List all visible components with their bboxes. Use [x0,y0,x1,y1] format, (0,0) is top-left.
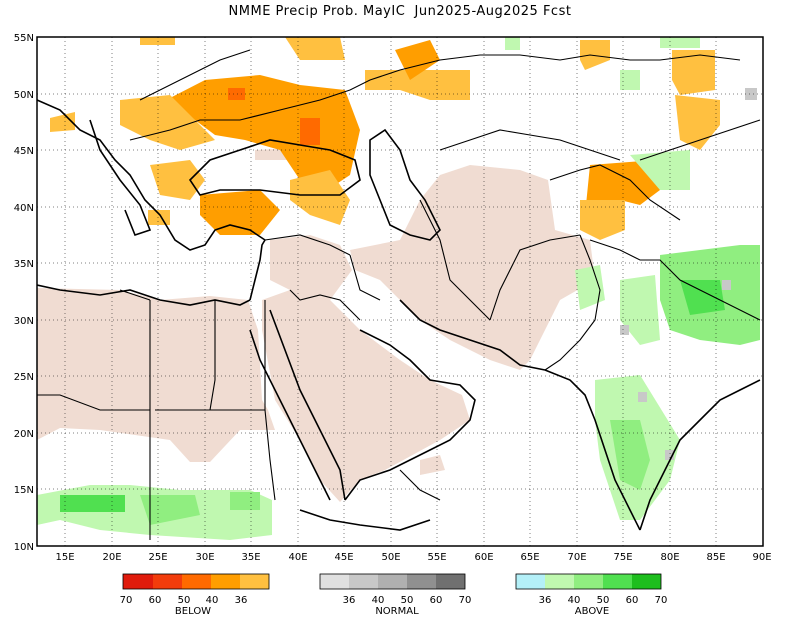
lon-tick-label: 30E [195,552,214,563]
legend-swatch [516,574,545,589]
legend-above: 36 40 50 60 70 ABOVE [515,573,668,617]
legend-tick: 60 [626,595,639,606]
legend-tick: 36 [539,595,552,606]
lon-tick-label: 55E [427,552,446,563]
lon-tick-label: 80E [660,552,679,563]
map-frame [36,36,764,547]
lat-tick-label: 45N [14,146,34,157]
lon-tick-label: 85E [706,552,725,563]
legend-swatch [349,574,378,589]
graticule [37,37,763,546]
lat-tick-label: 50N [14,90,34,101]
lat-tick-label: 10N [14,542,34,553]
legend-label-below: BELOW [175,606,211,617]
lat-tick-label: 35N [14,259,34,270]
lon-tick-label: 25E [148,552,167,563]
legend-swatch [407,574,436,589]
legend-tick: 60 [149,595,162,606]
lat-tick-label: 15N [14,485,34,496]
legend-tick: 40 [372,595,385,606]
legend-normal: 36 40 50 60 70 NORMAL [319,573,472,617]
lat-tick-label: 40N [14,203,34,214]
lon-tick-label: 45E [334,552,353,563]
normal-areas [620,88,757,460]
political-borders [37,49,761,540]
map-title: NMME Precip Prob. MayIC Jun2025-Aug2025 … [228,4,572,19]
legend-tick: 40 [206,595,219,606]
legend-tick: 70 [655,595,668,606]
legend-swatch [211,574,240,589]
legend-swatch [378,574,407,589]
legend-swatch [603,574,632,589]
legend-tick: 50 [178,595,191,606]
lat-tick-label: 25N [14,372,34,383]
lat-tick-label: 30N [14,316,34,327]
legend-swatch [632,574,661,589]
legend-swatch [153,574,182,589]
lon-tick-label: 15E [55,552,74,563]
lon-tick-label: 60E [474,552,493,563]
legend-swatch [240,574,269,589]
lon-tick-label: 70E [567,552,586,563]
lon-tick-label: 65E [520,552,539,563]
legend-tick: 36 [235,595,248,606]
lon-tick-label: 90E [752,552,771,563]
lat-tick-labels: 55N 50N 45N 40N 35N 30N 25N 20N 15N 10N [14,33,34,553]
lon-tick-label: 75E [613,552,632,563]
legend-tick: 40 [568,595,581,606]
legend-swatch [123,574,153,589]
lat-tick-label: 20N [14,429,34,440]
legend-swatch [320,574,349,589]
below-normal-areas [50,37,720,240]
legend-swatch [545,574,574,589]
lon-tick-label: 40E [288,552,307,563]
lat-tick-label: 55N [14,33,34,44]
lon-tick-label: 20E [102,552,121,563]
legend-tick: 70 [120,595,133,606]
lon-tick-label: 50E [381,552,400,563]
legend-swatch [574,574,603,589]
lon-tick-labels: 15E 20E 25E 30E 35E 40E 45E 50E 55E 60E … [55,552,771,563]
legend-below: 70 60 50 40 36 BELOW [120,573,270,617]
coastlines [37,99,761,531]
legend-tick: 70 [459,595,472,606]
legend-swatch [436,574,465,589]
legend-tick: 60 [430,595,443,606]
legend-label-above: ABOVE [575,606,609,617]
legend-swatch [182,574,211,589]
lon-tick-label: 35E [241,552,260,563]
legend-tick: 50 [597,595,610,606]
legend-label-normal: NORMAL [375,606,419,617]
legend-tick: 50 [401,595,414,606]
legend-tick: 36 [343,595,356,606]
